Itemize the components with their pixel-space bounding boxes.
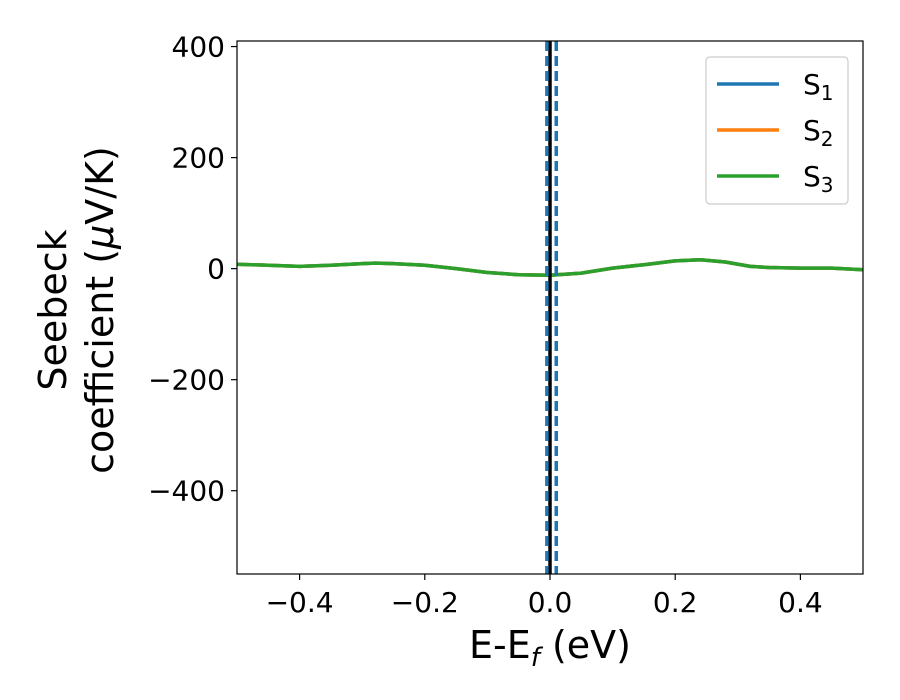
y-axis-label: Seebeck coefficient (μV/K) [31,146,122,474]
y-axis-label-line1: Seebeck [31,229,75,390]
legend-label-s3: S3 [803,160,834,197]
y-tick-label: −200 [148,364,225,397]
legend-label-s2: S2 [803,114,834,151]
x-tick-label: 0.0 [528,586,573,619]
plot-area [236,40,864,575]
x-tick-label: 0.4 [778,586,823,619]
x-axis-label: E-Ef (eV) [469,623,631,673]
legend: S1 S2 S3 [705,56,849,205]
y-axis-label-line2: coefficient (μV/K) [78,146,122,474]
x-tick-label: −0.2 [391,586,459,619]
x-tick-label: −0.4 [266,586,334,619]
x-tick-label: 0.2 [653,586,698,619]
y-tick-label: −400 [148,475,225,508]
y-tick-label: 0 [207,253,225,286]
plot-content [237,41,863,574]
y-tick-label: 200 [172,142,225,175]
axes-ticks: −0.4 −0.2 0.0 0.2 0.4 400 200 0 −200 −400 [148,31,823,619]
y-tick-label: 400 [172,31,225,64]
legend-label-s1: S1 [803,68,834,105]
